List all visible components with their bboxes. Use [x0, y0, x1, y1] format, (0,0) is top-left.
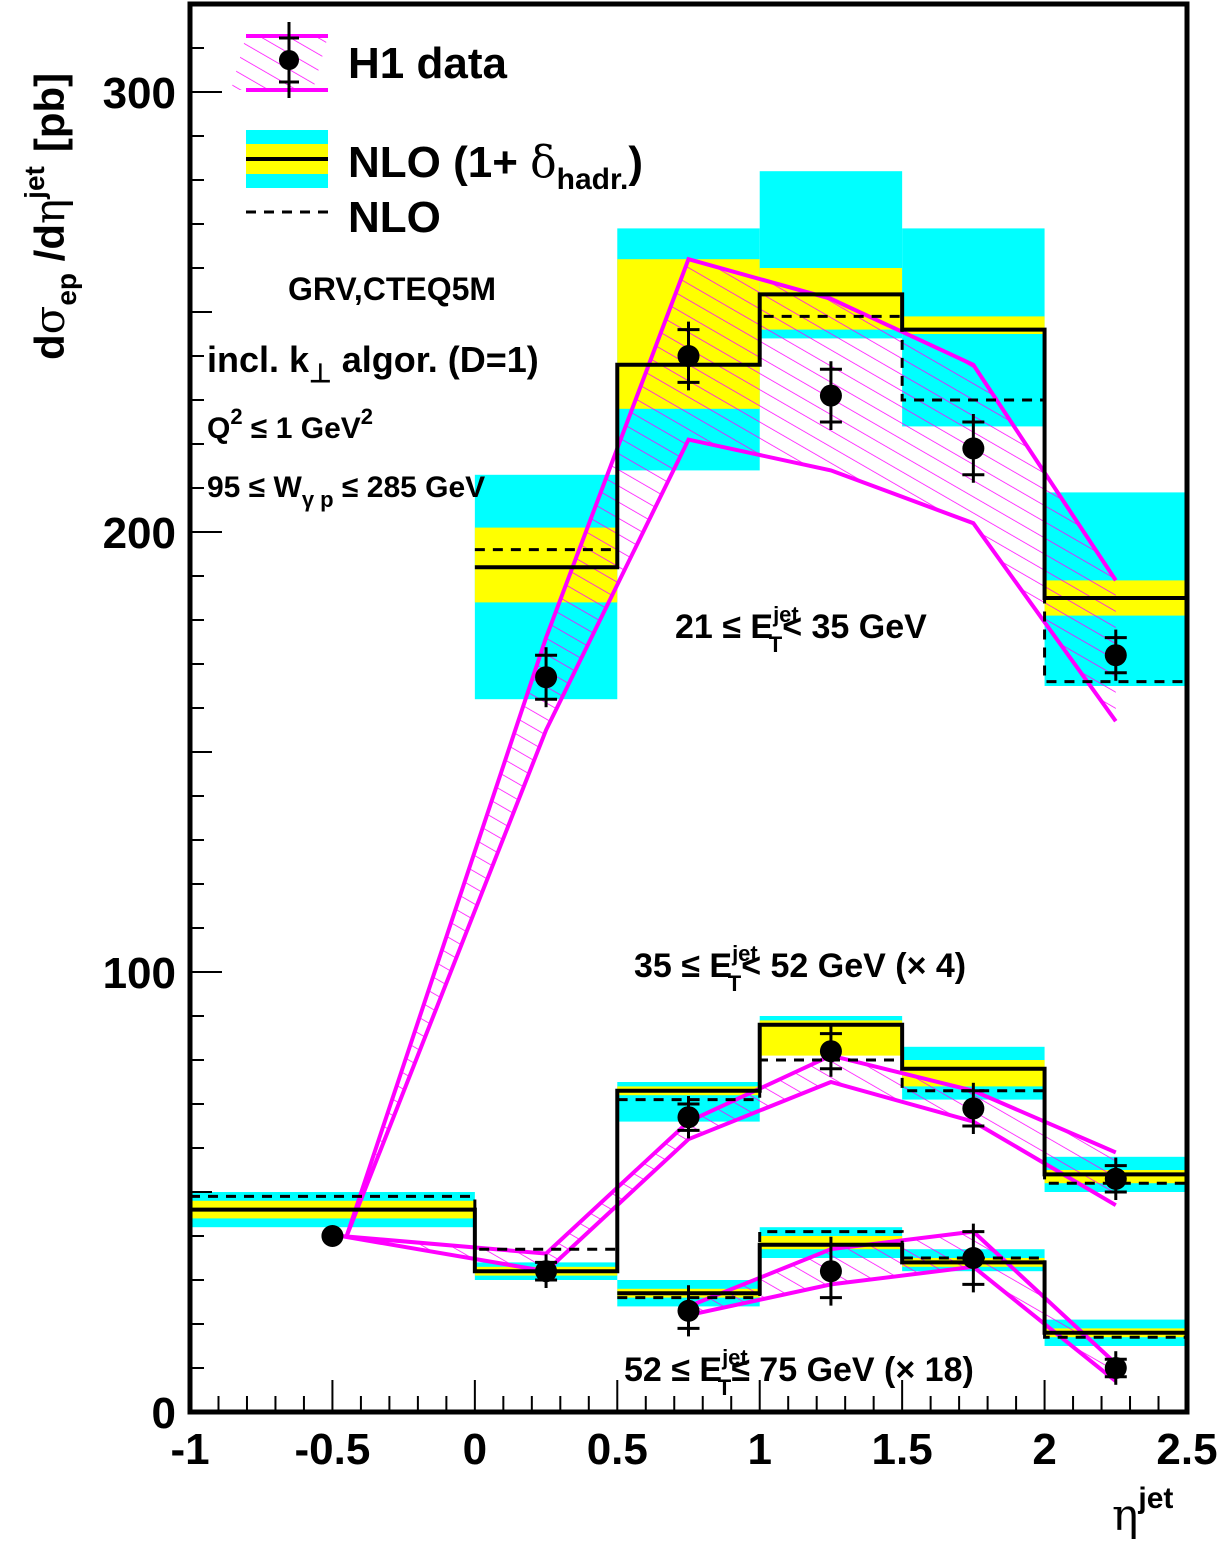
legend-nlo-had-label: NLO (1+ δhadr.): [348, 137, 643, 196]
axis-tick-labels: -1 -0.5 0 0.5 1 1.5 2 2.5 0 100 200 300: [103, 69, 1218, 1474]
series-label-1: 21 ≤ Ejet T< 35 GeV: [675, 602, 927, 657]
x-tick-label-8: 2.5: [1156, 1425, 1217, 1474]
annotations: GRV,CTEQ5M incl. k⊥ algor. (D=1) Q2 ≤ 1 …: [207, 271, 539, 512]
series-1-data-point-1: [535, 666, 558, 689]
y-tick-label-2: 100: [103, 949, 176, 998]
series-3-data-band-fill: [688, 1231, 1116, 1382]
q2-annotation: Q2 ≤ 1 GeV2: [207, 404, 373, 445]
x-tick-label-4: 0.5: [587, 1425, 648, 1474]
series-2-data-point-5: [962, 1097, 985, 1120]
series-2-data-point-2: [535, 1260, 558, 1283]
series-2-nlo-had-line: [190, 1022, 1187, 1274]
x-axis-title: ηjet: [1112, 1482, 1173, 1541]
series-2-data-band-lower: [340, 1079, 1117, 1274]
x-tick-label-2: -0.5: [295, 1425, 371, 1474]
series-label-3: 52 ≤ Ejet T≤ 75 GeV (× 18): [624, 1345, 974, 1400]
x-tick-label-7: 2: [1032, 1425, 1056, 1474]
series-3-data-point-1: [677, 1299, 700, 1322]
axis-ticks: [189, 3, 1188, 1413]
y-axis-title: dσep /dηjet[pb]: [19, 73, 82, 360]
series-2-data-point-1: [321, 1225, 344, 1247]
series-3-nlo-had-line: [617, 1242, 1187, 1335]
series-2-data-point-4: [819, 1040, 842, 1063]
series-2-data-point-3: [677, 1106, 700, 1129]
pdf-annotation: GRV,CTEQ5M: [288, 271, 496, 307]
algorithm-annotation: incl. k⊥ algor. (D=1): [207, 339, 539, 388]
theory-step-lines: [190, 292, 1187, 1339]
series-1-data-point-2: [677, 345, 700, 367]
legend: H1 data NLO (1+ δhadr.) NLO: [231, 22, 643, 242]
series-1-data-point-3: [819, 384, 842, 407]
series-3-data-point-4: [1104, 1357, 1127, 1379]
series-2-data-point-6: [1104, 1167, 1127, 1190]
legend-h1-label: H1 data: [348, 39, 507, 88]
x-tick-label-3: 0: [463, 1425, 487, 1474]
y-tick-label-1: 0: [152, 1389, 176, 1438]
x-tick-label-1: -1: [170, 1425, 209, 1474]
data-points: [321, 321, 1127, 1385]
series-1-data-point-4: [962, 437, 985, 460]
series-3-data-point-3: [962, 1247, 985, 1269]
x-tick-label-6: 1.5: [872, 1425, 933, 1474]
data-uncertainty-bands: [340, 256, 1118, 1383]
series-1-data-point-5: [1104, 644, 1127, 667]
y-tick-label-3: 200: [103, 509, 176, 558]
series-1-nlo-had-line: [474, 292, 1187, 600]
x-tick-label-5: 1: [747, 1425, 771, 1474]
series-1-data-band-lower: [344, 437, 1118, 1237]
y-tick-label-4: 300: [103, 69, 176, 118]
series-1-data-band-upper: [344, 256, 1118, 1237]
series-3-data-point-2: [819, 1260, 842, 1283]
legend-h1-marker: [279, 50, 299, 70]
legend-nlo-label: NLO: [348, 193, 441, 242]
series-label-2: 35 ≤ Ejet T< 52 GeV (× 4): [634, 941, 966, 996]
w-annotation: 95 ≤ Wγ p ≤ 285 GeV: [207, 471, 485, 512]
